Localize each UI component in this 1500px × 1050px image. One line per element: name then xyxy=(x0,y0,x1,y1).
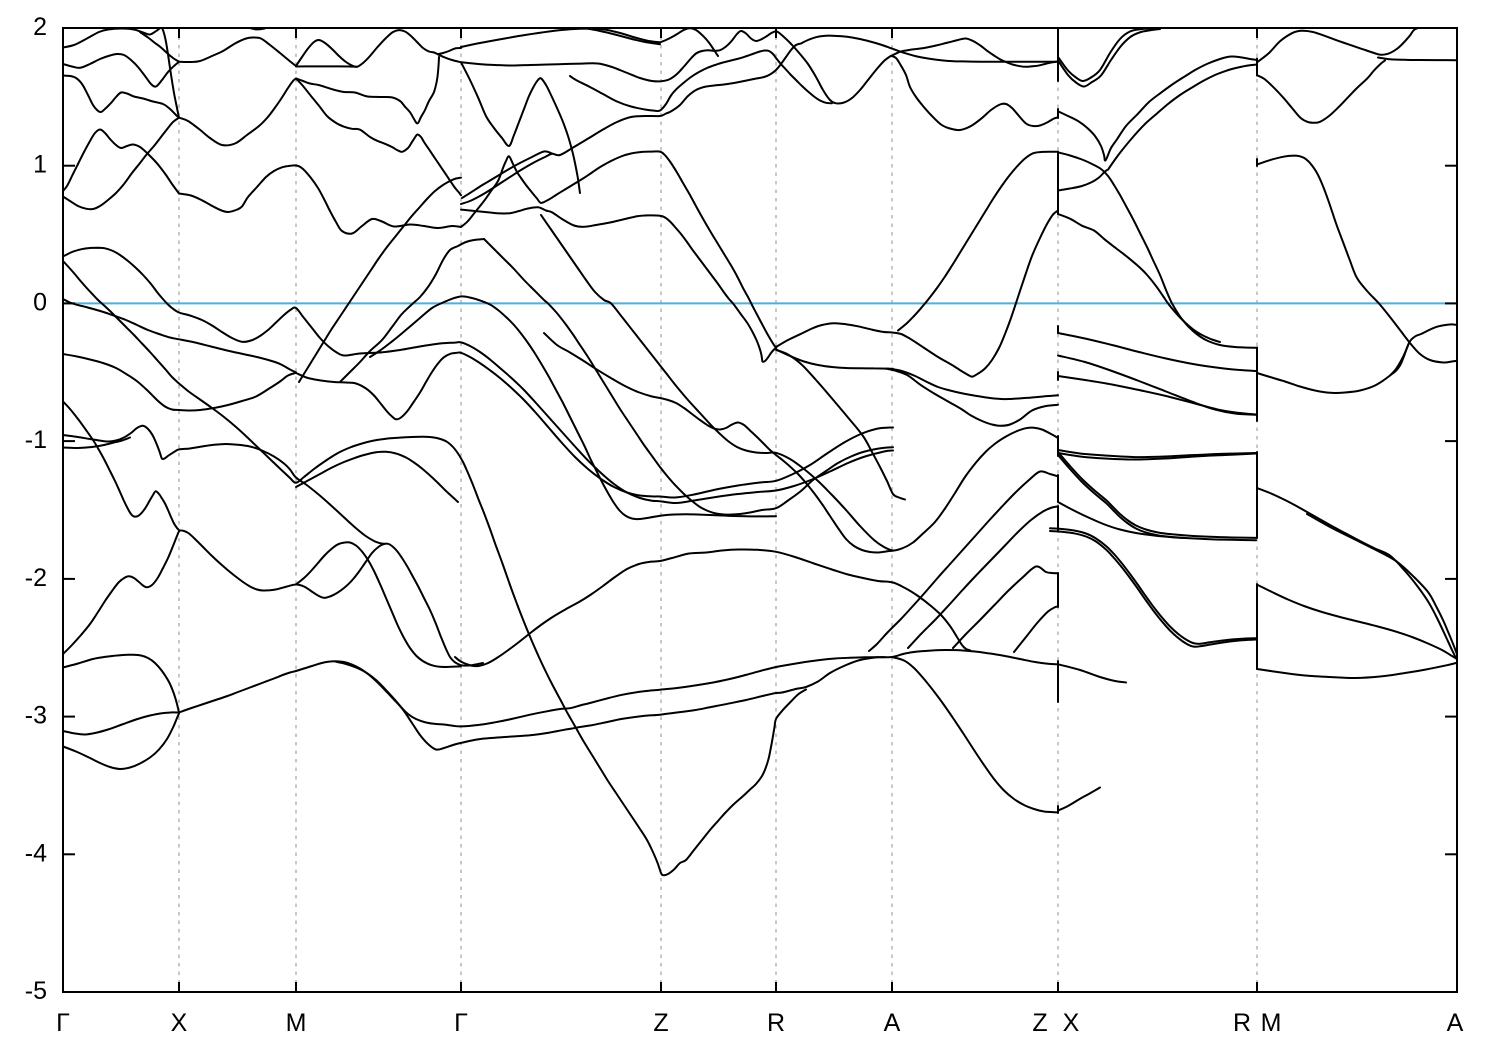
svg-text:X: X xyxy=(171,1009,188,1037)
svg-text:Z: Z xyxy=(653,1009,668,1037)
svg-text:1: 1 xyxy=(33,151,47,179)
svg-text:-1: -1 xyxy=(25,426,47,454)
svg-text:2: 2 xyxy=(33,13,47,41)
svg-text:-5: -5 xyxy=(25,977,47,1005)
svg-text:A: A xyxy=(884,1009,901,1037)
svg-text:X: X xyxy=(1063,1009,1080,1037)
svg-text:Z: Z xyxy=(1032,1009,1047,1037)
svg-text:A: A xyxy=(1447,1009,1464,1037)
svg-text:Γ: Γ xyxy=(454,1009,468,1037)
svg-text:-4: -4 xyxy=(25,839,47,867)
svg-text:0: 0 xyxy=(33,288,47,316)
svg-text:Γ: Γ xyxy=(56,1009,70,1037)
svg-text:R: R xyxy=(767,1009,785,1037)
svg-text:M: M xyxy=(1261,1009,1282,1037)
svg-text:R: R xyxy=(1233,1009,1251,1037)
svg-text:M: M xyxy=(286,1009,307,1037)
svg-text:-3: -3 xyxy=(25,702,47,730)
svg-text:-2: -2 xyxy=(25,564,47,592)
